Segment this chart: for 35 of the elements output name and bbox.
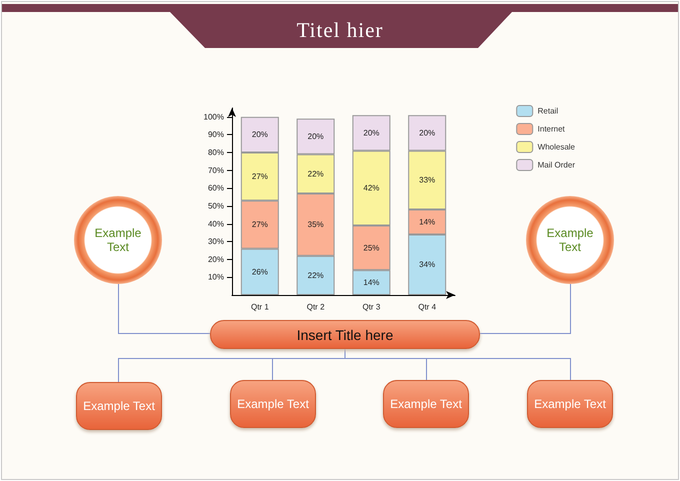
y-tick-label: 70% [208,166,224,175]
data-label: 33% [419,176,436,185]
legend-label: Mail Order [538,160,576,170]
x-tick-label: Qtr 4 [418,302,437,312]
y-tick-label: 40% [208,219,224,228]
y-tick-label: 20% [208,254,224,264]
y-tick-label: 10% [208,272,224,282]
chart-title: Titel hier [296,16,384,44]
y-tick-label: 60% [208,184,224,193]
legend-label: Internet [538,124,566,134]
data-label: 35% [308,220,324,230]
data-label: 27% [252,220,268,230]
data-label: 26% [252,267,268,276]
y-tick-label: 100% [204,112,224,122]
data-label: 20% [252,130,268,140]
legend-label: Retail [538,106,558,116]
y-tick-label: 50% [208,201,224,210]
y-tick-label: 90% [208,130,224,140]
data-label: 22% [308,270,324,280]
data-label: 14% [363,278,380,288]
data-label: 34% [419,260,436,270]
data-label: 27% [252,172,268,182]
y-tick-label: 80% [208,148,224,158]
data-label: 22% [308,169,324,178]
data-label: 20% [363,128,380,138]
x-tick-label: Qtr 2 [306,302,326,312]
data-label: 25% [363,243,380,252]
x-tick-label: Qtr 1 [250,302,270,312]
y-tick-label: 30% [208,237,224,246]
data-label: 14% [419,217,436,226]
data-label: 20% [308,132,324,141]
legend-label: Wholesale [538,142,576,152]
x-tick-label: Qtr 3 [362,302,381,312]
data-label: 42% [363,184,380,193]
data-label: 20% [419,128,436,138]
